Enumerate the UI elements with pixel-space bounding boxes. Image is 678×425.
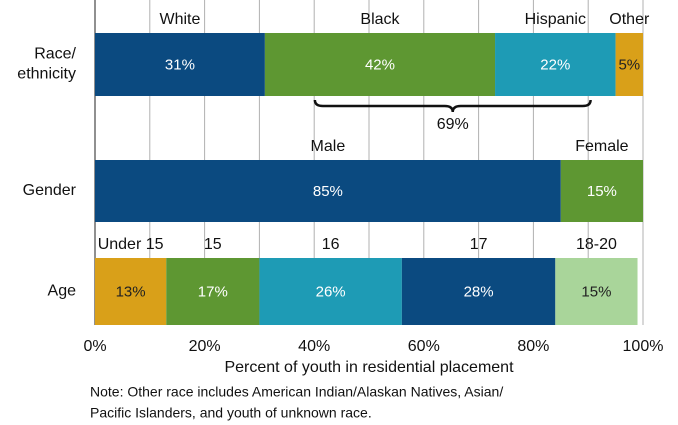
segment-value-label: 31% (165, 56, 195, 73)
segment-name: White (159, 11, 200, 28)
segment-value-label: 26% (316, 283, 346, 300)
segment-value-label: 22% (540, 56, 570, 73)
bar-segment (495, 33, 616, 96)
x-tick-label: 100% (623, 338, 664, 355)
segment-value-label: 17% (198, 283, 228, 300)
bar-segment (95, 160, 561, 222)
segment-name: 15 (204, 236, 222, 253)
bar-segment (95, 258, 167, 325)
brace (313, 99, 592, 113)
segment-name: Female (575, 138, 628, 155)
bar-segment (401, 258, 556, 325)
bar-segment (95, 33, 265, 96)
segment-name: Under 15 (98, 236, 164, 253)
segment-value-label: 42% (365, 56, 395, 73)
row-label: Gender (23, 182, 77, 199)
segment-value-label: 13% (116, 283, 146, 300)
segment-value-label: 5% (618, 56, 640, 73)
segment-name: Other (609, 11, 650, 28)
bar-segment (560, 160, 643, 222)
x-axis-title: Percent of youth in residential placemen… (224, 359, 514, 376)
bar-segment (555, 258, 638, 325)
bar-segment (615, 33, 643, 96)
row-label-line: ethnicity (17, 66, 76, 83)
segment-value-label: 85% (313, 183, 343, 200)
segment-name: 17 (470, 236, 488, 253)
row-label: Race/ethnicity (17, 46, 76, 83)
note-line: Note: Other race includes American India… (90, 384, 503, 400)
segment-name: Hispanic (525, 11, 586, 28)
x-tick-label: 80% (517, 338, 549, 355)
bar-segment (264, 33, 496, 96)
segment-name: Male (311, 138, 346, 155)
segment-value-label: 15% (581, 283, 611, 300)
segment-name: 18-20 (576, 236, 617, 253)
note-line: Pacific Islanders, and youth of unknown … (90, 405, 372, 421)
x-tick-label: 60% (408, 338, 440, 355)
row-label-line: Gender (23, 182, 77, 199)
bar-segment (166, 258, 260, 325)
row-label-line: Race/ (34, 46, 76, 63)
segment-name: Black (360, 11, 400, 28)
segment-value-label: 28% (464, 283, 494, 300)
x-tick-label: 20% (189, 338, 221, 355)
bar-segment (259, 258, 402, 325)
segment-value-label: 15% (587, 183, 617, 200)
row-label: Age (48, 283, 77, 300)
row-label-line: Age (48, 283, 77, 300)
x-tick-label: 0% (83, 338, 106, 355)
x-tick-label: 40% (298, 338, 330, 355)
brace-label: 69% (437, 116, 469, 133)
segment-name: 16 (322, 236, 340, 253)
